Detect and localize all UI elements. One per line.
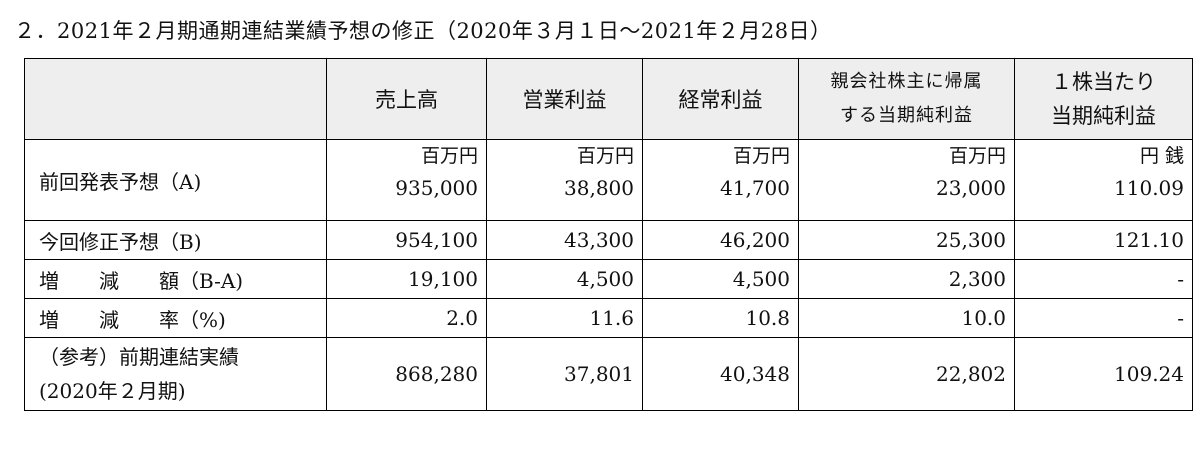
cell-change-amount-ordinary-profit: 4,500	[642, 259, 799, 299]
cell-revised-ordinary-profit: 46,200	[642, 220, 799, 260]
cell-previous-sales: 百万円 935,000	[326, 139, 487, 221]
earnings-forecast-table: 売上高 営業利益 経常利益 親会社株主に帰属 する当期純利益 １株当たり 当期純…	[24, 58, 1193, 411]
cell-previous-operating-profit: 百万円 38,800	[486, 139, 643, 221]
unit-label: 百万円	[420, 145, 478, 167]
label-part: 率（%)	[159, 307, 226, 332]
label-part: 増	[39, 307, 59, 332]
row-label-prior-year-line1: （参考）前期連結実績	[39, 345, 239, 369]
unit-label: 百万円	[948, 145, 1006, 167]
cell-prior-year-sales: 868,280	[326, 337, 487, 411]
label-part: 額（B-A)	[159, 268, 244, 293]
section-heading: ２．2021年２月期通期連結業績予想の修正（2020年３月１日～2021年２月2…	[14, 19, 832, 43]
cell-previous-eps: 円 銭 110.09	[1014, 139, 1193, 221]
cell-prior-year-eps: 109.24	[1014, 337, 1193, 411]
header-net-profit: 親会社株主に帰属 する当期純利益	[798, 58, 1015, 140]
unit-label: 百万円	[576, 145, 634, 167]
cell-revised-sales: 954,100	[326, 220, 487, 260]
cell-revised-eps: 121.10	[1014, 220, 1193, 260]
row-label-change-amount: 増 減 額（B-A)	[24, 259, 327, 299]
cell-value: 935,000	[395, 176, 478, 200]
row-label-previous: 前回発表予想（A)	[24, 139, 327, 221]
cell-value: 38,800	[564, 176, 634, 200]
row-label-change-rate: 増 減 率（%)	[24, 298, 327, 338]
cell-value: 23,000	[936, 176, 1006, 200]
cell-previous-ordinary-profit: 百万円 41,700	[642, 139, 799, 221]
label-part: 減	[99, 307, 119, 332]
unit-label: 百万円	[732, 145, 790, 167]
cell-revised-net-profit: 25,300	[798, 220, 1015, 260]
unit-label: 円 銭	[1139, 145, 1184, 167]
table-row: 増 減 率（%) 2.0 11.6 10.8 10.0 -	[24, 298, 1193, 338]
table-row: 今回修正予想（B) 954,100 43,300 46,200 25,300 1…	[24, 220, 1193, 260]
label-part: 減	[99, 268, 119, 293]
table-row: （参考）前期連結実績 (2020年２月期) 868,280 37,801 40,…	[24, 337, 1193, 411]
header-eps-line1: １株当たり	[1051, 70, 1156, 94]
cell-revised-operating-profit: 43,300	[486, 220, 643, 260]
header-net-profit-line2: する当期純利益	[840, 105, 973, 126]
cell-prior-year-net-profit: 22,802	[798, 337, 1015, 411]
row-label-prior-year: （参考）前期連結実績 (2020年２月期)	[24, 337, 327, 411]
cell-change-rate-operating-profit: 11.6	[486, 298, 643, 338]
row-label-revised: 今回修正予想（B)	[24, 220, 327, 260]
header-net-profit-line1: 親会社株主に帰属	[830, 71, 983, 92]
cell-change-rate-eps: -	[1014, 298, 1193, 338]
cell-change-amount-sales: 19,100	[326, 259, 487, 299]
cell-change-rate-sales: 2.0	[326, 298, 487, 338]
header-eps-line2: 当期純利益	[1051, 104, 1156, 128]
header-blank	[24, 58, 327, 140]
cell-change-rate-net-profit: 10.0	[798, 298, 1015, 338]
header-operating-profit: 営業利益	[486, 58, 643, 140]
cell-prior-year-operating-profit: 37,801	[486, 337, 643, 411]
label-part: 増	[39, 268, 59, 293]
cell-previous-net-profit: 百万円 23,000	[798, 139, 1015, 221]
row-label-prior-year-line2: (2020年２月期)	[39, 379, 186, 403]
cell-value: 110.09	[1114, 176, 1184, 200]
header-ordinary-profit: 経常利益	[642, 58, 799, 140]
cell-prior-year-ordinary-profit: 40,348	[642, 337, 799, 411]
cell-change-rate-ordinary-profit: 10.8	[642, 298, 799, 338]
table-row: 前回発表予想（A) 百万円 935,000 百万円 38,800 百万円 41,…	[24, 139, 1193, 221]
cell-change-amount-net-profit: 2,300	[798, 259, 1015, 299]
table-header-row: 売上高 営業利益 経常利益 親会社株主に帰属 する当期純利益 １株当たり 当期純…	[24, 58, 1193, 140]
cell-change-amount-eps: -	[1014, 259, 1193, 299]
header-sales: 売上高	[326, 58, 487, 140]
header-eps: １株当たり 当期純利益	[1014, 58, 1193, 140]
cell-value: 41,700	[720, 176, 790, 200]
table-row: 増 減 額（B-A) 19,100 4,500 4,500 2,300 -	[24, 259, 1193, 299]
cell-change-amount-operating-profit: 4,500	[486, 259, 643, 299]
